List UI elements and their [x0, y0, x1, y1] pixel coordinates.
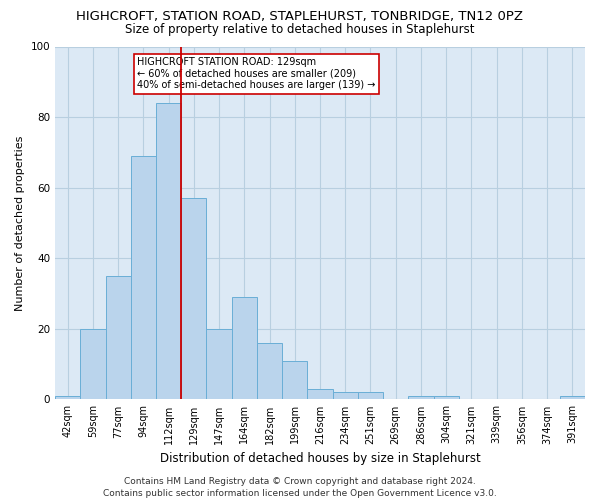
Bar	[282, 360, 307, 400]
Bar	[307, 389, 332, 400]
Bar	[434, 396, 459, 400]
Bar	[55, 396, 80, 400]
Bar	[156, 103, 181, 400]
Bar	[106, 276, 131, 400]
Bar	[206, 329, 232, 400]
Bar	[560, 396, 585, 400]
Bar	[332, 392, 358, 400]
Bar	[232, 297, 257, 400]
Y-axis label: Number of detached properties: Number of detached properties	[15, 136, 25, 310]
Bar	[409, 396, 434, 400]
Text: HIGHCROFT STATION ROAD: 129sqm
← 60% of detached houses are smaller (209)
40% of: HIGHCROFT STATION ROAD: 129sqm ← 60% of …	[137, 57, 376, 90]
Bar	[80, 329, 106, 400]
X-axis label: Distribution of detached houses by size in Staplehurst: Distribution of detached houses by size …	[160, 452, 481, 465]
Text: Contains HM Land Registry data © Crown copyright and database right 2024.
Contai: Contains HM Land Registry data © Crown c…	[103, 476, 497, 498]
Text: HIGHCROFT, STATION ROAD, STAPLEHURST, TONBRIDGE, TN12 0PZ: HIGHCROFT, STATION ROAD, STAPLEHURST, TO…	[77, 10, 523, 23]
Bar	[131, 156, 156, 400]
Bar	[358, 392, 383, 400]
Bar	[181, 198, 206, 400]
Bar	[257, 343, 282, 400]
Text: Size of property relative to detached houses in Staplehurst: Size of property relative to detached ho…	[125, 22, 475, 36]
